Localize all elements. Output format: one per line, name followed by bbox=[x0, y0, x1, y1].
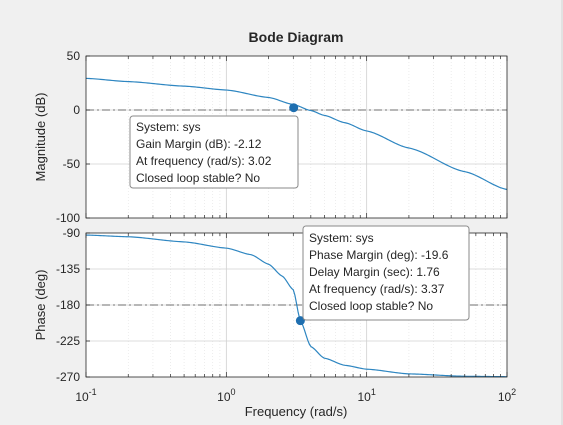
phase-margin-datatip-text: System: sys Phase Margin (deg): -19.6 Dela… bbox=[309, 231, 449, 313]
frequency-xlabel: Frequency (rad/s) bbox=[245, 404, 348, 419]
datatip-line: Gain Margin (dB): -2.12 bbox=[136, 137, 262, 151]
magnitude-ylabel: Magnitude (dB) bbox=[33, 93, 48, 182]
xtick-label: 102 bbox=[498, 387, 516, 404]
ytick-label: 0 bbox=[73, 103, 80, 117]
gain-margin-datatip[interactable]: System: sys Gain Margin (dB): -2.12 At fre… bbox=[129, 103, 299, 189]
ytick-label: -100 bbox=[56, 211, 80, 225]
ytick-label: -270 bbox=[56, 370, 80, 384]
magnitude-axes-frame bbox=[85, 55, 508, 219]
ytick-label: -135 bbox=[56, 262, 80, 276]
phase-margin-datatip[interactable]: System: sys Phase Margin (deg): -19.6 Dela… bbox=[295, 225, 470, 326]
xtick-label: 100 bbox=[217, 387, 235, 404]
ytick-label: -225 bbox=[56, 334, 80, 348]
datatip-line: At frequency (rad/s): 3.02 bbox=[136, 154, 272, 168]
ytick-label: -180 bbox=[56, 298, 80, 312]
datatip-line: System: sys bbox=[136, 120, 201, 134]
phase-curve[interactable] bbox=[85, 234, 508, 378]
datatip-line: Closed loop stable? No bbox=[136, 171, 260, 185]
gain-margin-marker[interactable] bbox=[289, 103, 299, 113]
phase-margin-marker[interactable] bbox=[295, 316, 305, 326]
phase-ylabel: Phase (deg) bbox=[33, 270, 48, 341]
chart-title: Bode Diagram bbox=[249, 29, 344, 45]
magnitude-ticks: 50 0 -50 -100 bbox=[56, 49, 508, 225]
phase-margin-datatip-box[interactable] bbox=[302, 225, 470, 321]
ytick-label: 50 bbox=[67, 49, 81, 63]
gain-margin-datatip-text: System: sys Gain Margin (dB): -2.12 At fre… bbox=[136, 120, 272, 185]
gain-margin-datatip-box[interactable] bbox=[129, 115, 299, 189]
window-edge bbox=[561, 0, 563, 425]
datatip-line: At frequency (rad/s): 3.37 bbox=[309, 282, 445, 296]
ytick-label: -50 bbox=[63, 157, 81, 171]
datatip-line: Closed loop stable? No bbox=[309, 299, 433, 313]
ytick-label: -90 bbox=[63, 226, 81, 240]
datatip-line: System: sys bbox=[309, 231, 374, 245]
datatip-line: Phase Margin (deg): -19.6 bbox=[309, 248, 449, 262]
xtick-label: 10-1 bbox=[75, 387, 96, 404]
xtick-label: 101 bbox=[357, 387, 375, 404]
datatip-line: Delay Margin (sec): 1.76 bbox=[309, 265, 440, 279]
